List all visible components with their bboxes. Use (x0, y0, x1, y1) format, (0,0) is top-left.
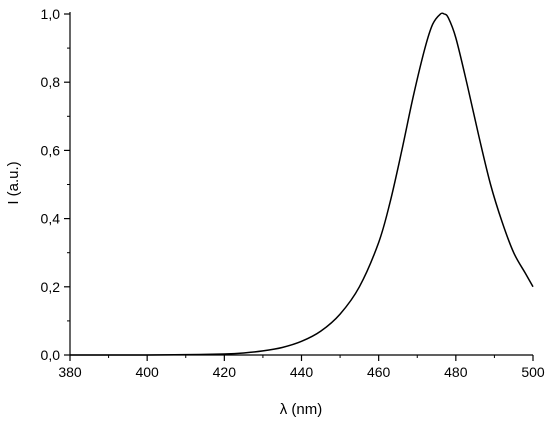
x-tick-label: 460 (367, 364, 391, 380)
x-tick-label: 380 (58, 364, 82, 380)
plot-frame (69, 12, 533, 356)
y-tick-label: 0,6 (41, 142, 61, 158)
y-tick-label: 0,0 (41, 347, 61, 363)
series-line (69, 12, 534, 356)
x-ticks: 380 400 420 440 460 480 500 (58, 355, 545, 380)
y-tick-label: 0,2 (41, 279, 61, 295)
y-tick-label: 0,4 (41, 211, 61, 227)
x-tick-label: 400 (135, 364, 159, 380)
x-tick-label: 420 (213, 364, 237, 380)
x-tick-label: 440 (290, 364, 314, 380)
y-ticks: 0,0 0,2 0,4 0,6 0,8 1,0 (41, 6, 70, 363)
y-axis-label: I (a.u.) (5, 161, 22, 204)
x-tick-label: 500 (521, 364, 545, 380)
y-tick-label: 1,0 (41, 6, 61, 22)
x-axis-label: λ (nm) (280, 401, 323, 418)
y-tick-label: 0,8 (41, 74, 61, 90)
x-tick-label: 480 (444, 364, 468, 380)
